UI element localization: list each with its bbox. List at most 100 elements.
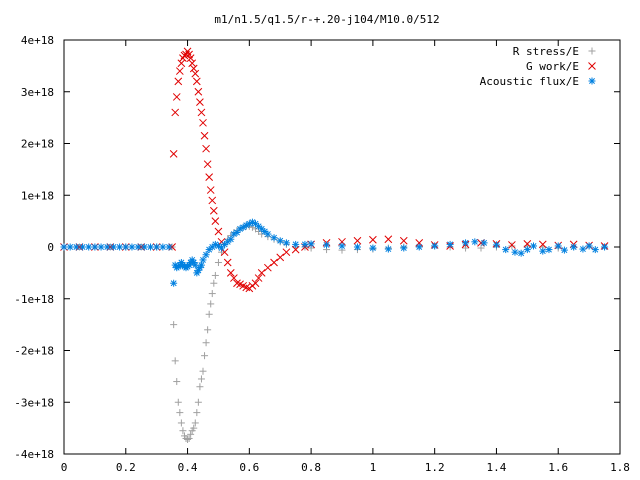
- data-point: [171, 357, 179, 365]
- data-point: [185, 434, 193, 442]
- data-point: [301, 240, 309, 248]
- data-point: [511, 248, 519, 256]
- data-point: [292, 240, 300, 248]
- x-tick-label: 1.2: [425, 461, 445, 474]
- data-point: [585, 242, 593, 250]
- data-point: [171, 108, 180, 117]
- data-point: [177, 419, 185, 427]
- data-point: [214, 227, 223, 236]
- data-point: [199, 256, 207, 264]
- data-point: [191, 419, 199, 427]
- data-point: [210, 279, 218, 287]
- series-layer: [60, 47, 609, 444]
- data-point: [122, 243, 130, 251]
- data-point: [205, 173, 214, 181]
- data-point: [170, 279, 178, 287]
- data-point: [502, 246, 510, 254]
- data-point: [369, 235, 377, 244]
- data-point: [211, 271, 219, 279]
- data-point: [208, 196, 217, 205]
- data-point: [197, 375, 205, 383]
- data-point: [211, 217, 220, 225]
- data-point: [226, 269, 235, 277]
- data-point: [203, 160, 212, 169]
- data-point: [462, 239, 470, 247]
- data-point: [199, 367, 207, 375]
- data-point: [400, 244, 408, 252]
- data-point: [517, 249, 525, 257]
- data-point: [384, 245, 392, 253]
- data-point: [353, 236, 362, 245]
- y-tick-label: 2e+18: [21, 138, 54, 151]
- y-tick-label: -2e+18: [14, 345, 54, 358]
- data-point: [153, 243, 161, 251]
- data-point: [128, 243, 136, 251]
- x-tick-label: 1: [370, 461, 377, 474]
- data-point: [207, 300, 215, 308]
- data-point: [579, 245, 587, 253]
- data-point: [480, 239, 488, 247]
- data-point: [199, 118, 207, 127]
- data-point: [539, 247, 547, 255]
- data-point: [508, 242, 516, 250]
- data-point: [282, 248, 291, 257]
- data-point: [205, 246, 213, 254]
- data-point: [179, 427, 187, 435]
- data-point: [523, 240, 532, 248]
- chart-title: m1/n1.5/q1.5/r-+.20-j104/M10.0/512: [214, 13, 439, 26]
- data-point: [190, 424, 198, 432]
- data-point: [72, 243, 80, 251]
- data-point: [169, 149, 178, 158]
- data-point: [134, 243, 142, 251]
- data-point: [570, 243, 578, 251]
- data-point: [399, 236, 408, 245]
- x-tick-label: 0.4: [178, 461, 198, 474]
- x-tick-label: 0.8: [301, 461, 321, 474]
- data-point: [197, 108, 206, 117]
- data-point: [174, 398, 182, 406]
- ticks-layer: 0 0.2 0.4 0.6 0.8 1 1.2 1.4 1.6 1.8 4e+18 3e+18 2e+1…: [14, 34, 630, 474]
- data-point: [227, 235, 235, 243]
- data-point: [176, 409, 184, 417]
- data-point: [523, 246, 531, 254]
- data-point: [282, 239, 290, 247]
- y-tick-label: 0: [47, 241, 54, 254]
- data-point: [264, 263, 272, 272]
- data-point: [214, 259, 222, 267]
- legend-marker: [588, 77, 596, 85]
- data-point: [170, 321, 178, 329]
- data-point: [264, 230, 272, 238]
- data-point: [270, 234, 278, 242]
- y-tick-label: 1e+18: [21, 189, 54, 202]
- data-point: [431, 242, 439, 250]
- data-point: [159, 243, 167, 251]
- x-tick-label: 0.6: [239, 461, 259, 474]
- data-point: [196, 98, 204, 106]
- x-tick-label: 1.6: [548, 461, 568, 474]
- data-point: [103, 243, 111, 251]
- data-point: [186, 54, 195, 62]
- data-point: [369, 244, 377, 252]
- data-point: [66, 243, 74, 251]
- data-point: [172, 93, 181, 101]
- data-point: [323, 241, 331, 249]
- y-tick-label: -4e+18: [14, 448, 54, 461]
- data-point: [189, 64, 198, 73]
- data-point: [184, 436, 192, 444]
- data-point: [97, 243, 105, 251]
- data-point: [223, 258, 232, 267]
- x-tick-label: 0: [61, 461, 68, 474]
- data-point: [165, 243, 173, 251]
- legend-label: G work/E: [526, 60, 579, 73]
- data-point: [276, 253, 285, 262]
- data-point: [202, 251, 210, 259]
- data-point: [338, 242, 346, 250]
- data-point: [477, 244, 485, 252]
- data-point: [79, 243, 87, 251]
- y-tick-label: 3e+18: [21, 86, 54, 99]
- data-point: [446, 240, 454, 248]
- x-tick-label: 1.8: [610, 461, 630, 474]
- data-point: [307, 240, 315, 248]
- data-point: [208, 290, 216, 298]
- legend-marker: [588, 47, 596, 55]
